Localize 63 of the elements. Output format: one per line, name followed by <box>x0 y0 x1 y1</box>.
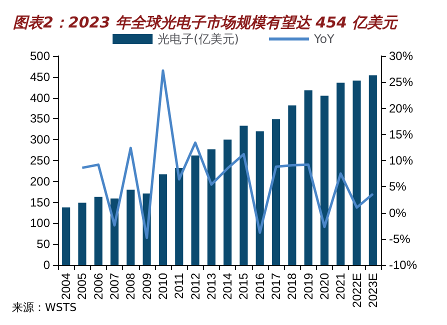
x-tick-label: 2009 <box>140 272 154 300</box>
x-tick-label: 2004 <box>59 272 74 300</box>
bar <box>175 168 184 265</box>
x-tick-label: 2011 <box>172 272 186 299</box>
bar <box>62 207 70 265</box>
y2-tick-label: 20% <box>389 101 414 116</box>
bar <box>304 90 312 265</box>
x-tick-label: 2014 <box>220 272 235 300</box>
y-tick-label: 500 <box>30 49 50 63</box>
y-tick-label: 400 <box>30 90 50 105</box>
line-series <box>80 69 374 240</box>
x-tick-label: 2022E <box>350 273 364 308</box>
x-tick-label: 2007 <box>108 272 122 300</box>
y-tick-label: 100 <box>30 216 50 230</box>
x-tick-label: 2010 <box>156 272 170 300</box>
y-tick-label: 0 <box>43 258 50 272</box>
x-tick-label: 2013 <box>204 272 218 300</box>
bar <box>94 196 102 265</box>
bar <box>126 190 135 265</box>
x-tick-label: 2006 <box>91 272 106 300</box>
y-tick-label: 50 <box>36 237 50 252</box>
bar <box>240 126 248 265</box>
y2-tick-label: 5% <box>389 180 407 194</box>
y2-tick-label: 30% <box>389 49 414 63</box>
x-tick-label: 2016 <box>252 272 267 300</box>
bar <box>191 155 200 265</box>
x-tick-label: 2023E <box>366 273 380 308</box>
x-tick-label: 2008 <box>124 272 138 300</box>
bar <box>207 149 216 265</box>
y2-tick-label: 15% <box>389 127 414 142</box>
x-tick-label: 2015 <box>236 272 251 300</box>
y2-tick-label: 10% <box>389 154 414 168</box>
x-tick-label: 2017 <box>269 272 284 300</box>
source-note: 来源：WSTS <box>12 301 77 314</box>
x-tick-label: 2019 <box>301 272 316 300</box>
bar <box>78 202 86 265</box>
x-tick-label: 2005 <box>75 272 90 300</box>
bar <box>336 82 345 265</box>
bar <box>256 131 264 265</box>
y-tick-label: 250 <box>30 154 50 168</box>
bar <box>320 96 329 265</box>
y2-tick-label: -10% <box>389 258 418 272</box>
x-tick-label: 2021 <box>334 272 348 300</box>
y-tick-label: 450 <box>30 70 50 84</box>
bar <box>272 119 280 265</box>
legend-label: 光电子(亿美元) <box>158 32 239 46</box>
bar <box>368 75 377 265</box>
x-tick-label: 2012 <box>188 272 202 300</box>
y-tick-label: 350 <box>30 112 50 126</box>
y-tick-label: 150 <box>30 195 50 210</box>
bar <box>224 140 232 265</box>
bar <box>158 174 168 265</box>
y2-tick-label: 0% <box>389 206 407 220</box>
x-tick-label: 2018 <box>285 272 300 300</box>
y2-tick-label: -5% <box>389 232 411 246</box>
y-tick-label: 300 <box>30 132 50 147</box>
bar <box>288 105 296 265</box>
y-tick-label: 200 <box>30 174 50 188</box>
x-tick-label: 2020 <box>317 272 332 300</box>
legend-label: YoY <box>312 32 336 46</box>
bar <box>352 80 361 265</box>
y2-tick-label: 25% <box>389 75 414 90</box>
chart-title: 图表2：2023 年全球光电子市场规模有望达 454 亿美元 <box>13 14 400 32</box>
